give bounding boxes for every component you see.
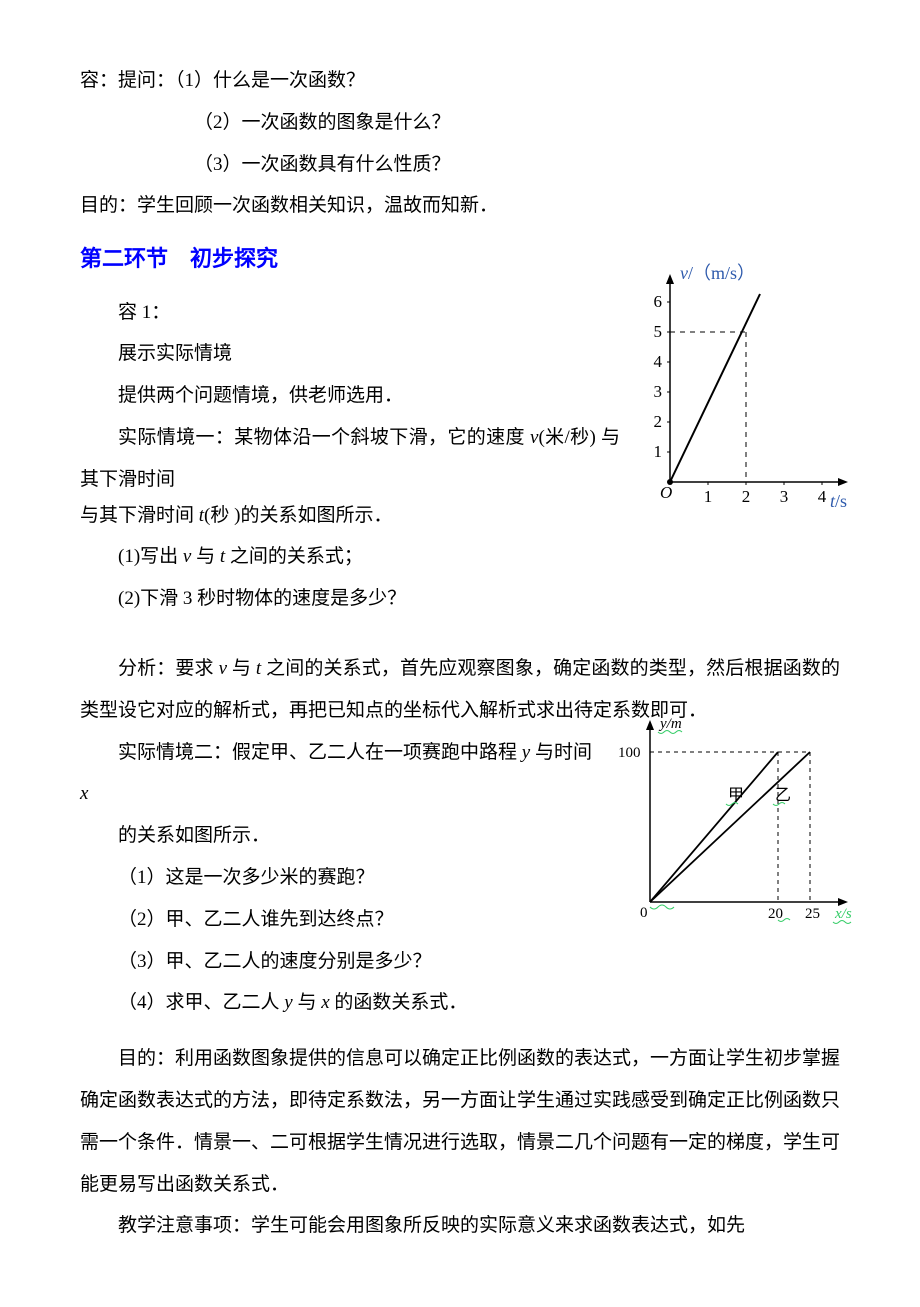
s2q2: （2）甲、乙二人谁先到达终点？ (80, 899, 600, 941)
svg-text:6: 6 (654, 292, 663, 311)
q1-text: （1）什么是一次函数？ (175, 70, 365, 91)
q1a: (1)写出 (118, 546, 183, 567)
svg-text:4: 4 (654, 352, 663, 371)
svg-text:2: 2 (654, 412, 663, 431)
var-x2: x (321, 992, 329, 1013)
scenario2-block: y/m x/s 0 20 25 100 甲 乙 (80, 732, 840, 1025)
scenario2-text: 实际情境二：假定甲、乙二人在一项赛跑中路程 y 与时间 (80, 732, 600, 774)
svg-text:3: 3 (654, 382, 663, 401)
svg-text:y/m: y/m (658, 716, 682, 732)
ana-a: 分析：要求 (118, 658, 219, 679)
content1-label: 容 1： (80, 292, 620, 334)
ana-b: 与 (227, 658, 256, 679)
chart2-container: y/m x/s 0 20 25 100 甲 乙 (610, 712, 860, 942)
svg-text:x/s: x/s (834, 906, 852, 922)
s1-c: (秒 )的关系如图所示． (204, 505, 392, 526)
svg-text:4: 4 (818, 487, 827, 506)
svg-text:甲: 甲 (728, 787, 744, 804)
chart1-svg: 1 2 3 4 5 6 1 2 3 4 (630, 262, 860, 522)
svg-text:100: 100 (618, 745, 641, 761)
var-x: x (80, 783, 88, 804)
var-v3: v (219, 658, 227, 679)
svg-text:乙: 乙 (775, 787, 791, 804)
s2q4b: 与 (293, 992, 322, 1013)
intro-purpose: 目的：学生回顾一次函数相关知识，温故而知新． (80, 185, 840, 227)
intro-q3: （3）一次函数具有什么性质？ (80, 144, 840, 186)
provide-two: 提供两个问题情境，供老师选用． (80, 375, 620, 417)
var-y: y (522, 742, 530, 763)
q1c: 之间的关系式； (225, 546, 363, 567)
svg-text:2: 2 (742, 487, 751, 506)
s2-tail: 的关系如图所示． (80, 815, 600, 857)
s2q3: （3）甲、乙二人的速度分别是多少？ (80, 941, 600, 983)
svg-text:20: 20 (768, 906, 783, 922)
show-context: 展示实际情境 (80, 333, 620, 375)
intro-q2: （2）一次函数的图象是什么？ (80, 102, 840, 144)
s2q4c: 的函数关系式． (330, 992, 468, 1013)
s1-a: 实际情境一：某物体沿一个斜坡下滑，它的速度 (118, 427, 530, 448)
svg-text:1: 1 (654, 442, 663, 461)
s2q4a: （4）求甲、乙二人 (118, 992, 284, 1013)
svg-text:1: 1 (704, 487, 713, 506)
svg-text:25: 25 (805, 906, 820, 922)
teach-note: 教学注意事项：学生可能会用图象所反映的实际意义来求函数表达式，如先 (80, 1205, 840, 1247)
svg-text:t/s: t/s (830, 491, 847, 511)
svg-text:v/（m/s）: v/（m/s） (680, 263, 755, 283)
q-prefix: 容：提问： (80, 70, 175, 91)
s2a: 实际情境二：假定甲、乙二人在一项赛跑中路程 (118, 742, 522, 763)
s2b: 与时间 (530, 742, 592, 763)
svg-text:O: O (660, 483, 672, 502)
svg-text:0: 0 (640, 905, 648, 921)
s1-q1: (1)写出 v 与 t 之间的关系式； (80, 536, 840, 578)
chart2-svg: y/m x/s 0 20 25 100 甲 乙 (610, 712, 860, 942)
var-x-line: x (80, 773, 600, 815)
intro-q1: 容：提问：（1）什么是一次函数？ (80, 60, 840, 102)
s2q1: （1）这是一次多少米的赛跑？ (80, 857, 600, 899)
scenario1-text: 实际情境一：某物体沿一个斜坡下滑，它的速度 v(米/秒) 与其下滑时间 (80, 417, 620, 501)
svg-text:5: 5 (654, 322, 663, 341)
chart1-container: 1 2 3 4 5 6 1 2 3 4 (630, 262, 860, 522)
svg-text:3: 3 (780, 487, 789, 506)
q1b: 与 (191, 546, 220, 567)
purpose2: 目的：利用函数图象提供的信息可以确定正比例函数的表达式，一方面让学生初步掌握确定… (80, 1038, 840, 1205)
s2q4: （4）求甲、乙二人 y 与 x 的函数关系式． (80, 982, 840, 1024)
s1-q2: (2)下滑 3 秒时物体的速度是多少？ (80, 578, 840, 620)
scenario1-block: 1 2 3 4 5 6 1 2 3 4 (80, 292, 840, 620)
var-y2: y (284, 992, 292, 1013)
